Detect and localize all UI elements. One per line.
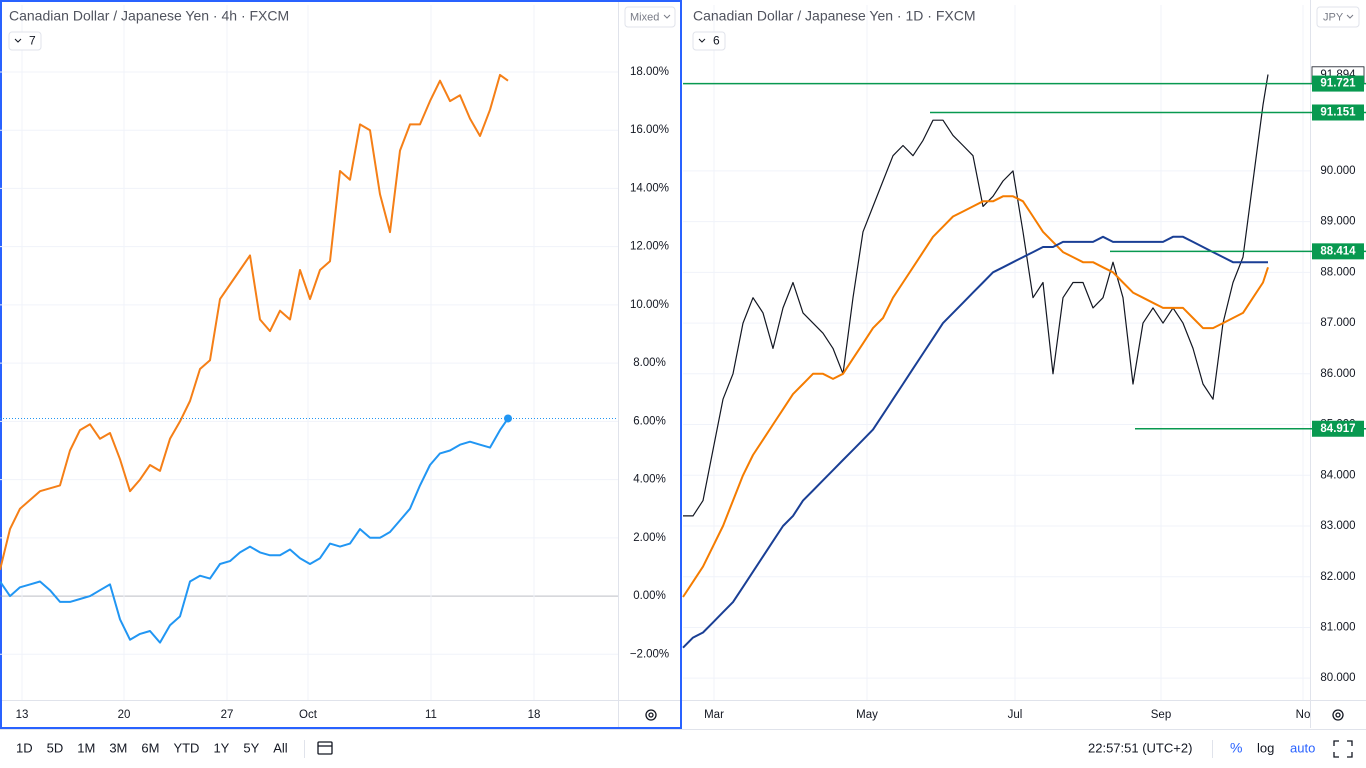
x-tick-label: 11 xyxy=(425,709,437,721)
x-tick-label: Mar xyxy=(704,709,724,721)
indicator-count: 7 xyxy=(29,34,36,48)
indicator-toggle[interactable] xyxy=(692,31,726,51)
level-label-box xyxy=(1312,104,1364,121)
x-tick-label: 20 xyxy=(118,709,131,721)
y-tick-label: 81.000 xyxy=(1320,621,1355,633)
x-tick-label: 13 xyxy=(16,709,29,721)
y-tick-label: 12.00% xyxy=(630,241,669,253)
y-tick-label: 0.00% xyxy=(633,590,666,602)
y-tick-label: 6.00% xyxy=(633,415,666,427)
range-button[interactable]: 1M xyxy=(77,740,95,755)
chevron-icon xyxy=(14,38,22,43)
auto-toggle[interactable]: auto xyxy=(1290,740,1315,755)
series-line xyxy=(682,195,1269,598)
y-tick-label: 84.000 xyxy=(1320,469,1355,481)
series-line xyxy=(683,74,1269,517)
y-tick-label: 14.00% xyxy=(630,182,669,194)
indicator-count: 6 xyxy=(713,34,720,48)
x-tick-label: No xyxy=(1296,709,1311,721)
y-tick-label: 18.00% xyxy=(630,66,669,78)
log-toggle[interactable]: log xyxy=(1257,740,1274,755)
y-tick-label: 16.00% xyxy=(630,124,669,136)
y-tick-label: −2.00% xyxy=(630,648,669,660)
y-tick-label: 80.000 xyxy=(1320,672,1355,684)
range-button[interactable]: 5Y xyxy=(243,740,259,755)
chart-title: Canadian Dollar / Japanese Yen · 4h · FX… xyxy=(9,8,289,24)
settings-icon[interactable] xyxy=(1332,709,1344,721)
range-button[interactable]: YTD xyxy=(173,740,199,755)
level-label: 84.917 xyxy=(1320,423,1355,435)
last-point-marker xyxy=(504,414,512,423)
range-button[interactable]: 1D xyxy=(16,740,33,755)
x-tick-label: Oct xyxy=(299,709,318,721)
active-pane-border xyxy=(0,0,682,729)
y-tick-label: 87.000 xyxy=(1320,317,1355,329)
range-button[interactable]: 5D xyxy=(47,740,64,755)
series-line xyxy=(682,235,1268,649)
indicator-toggle[interactable] xyxy=(8,31,42,51)
level-label: 91.721 xyxy=(1320,78,1356,90)
y-tick-label: 4.00% xyxy=(633,474,666,486)
x-tick-label: Jul xyxy=(1008,709,1023,721)
scale-mode: Mixed xyxy=(630,11,659,23)
x-tick-label: 27 xyxy=(221,709,234,721)
chevron-icon xyxy=(663,14,671,19)
chevron-icon xyxy=(698,38,706,43)
range-bar: 1D 5D 1M 3M 6M YTD 1Y 5Y All xyxy=(16,740,288,755)
settings-icon[interactable] xyxy=(645,709,657,721)
y-tick-label: 83.000 xyxy=(1320,520,1355,532)
scale-mode: JPY xyxy=(1323,11,1344,23)
y-tick-label: 90.000 xyxy=(1320,165,1355,177)
scale-mode-button[interactable] xyxy=(1316,6,1360,28)
y-tick-label: 2.00% xyxy=(633,532,666,544)
range-button[interactable]: All xyxy=(273,740,288,755)
clock: 22:57:51 (UTC+2) xyxy=(1088,740,1192,755)
level-label-box xyxy=(1312,243,1364,260)
range-button[interactable]: 3M xyxy=(109,740,127,755)
y-tick-label: 86.000 xyxy=(1320,368,1355,380)
x-tick-label: May xyxy=(856,709,878,721)
y-tick-label: 82.000 xyxy=(1320,571,1355,583)
level-label-box xyxy=(1312,420,1364,437)
percent-toggle[interactable]: % xyxy=(1230,740,1242,756)
charts: −2.00% 0.00% 2.00% 4.00% 6.00% 8.00% 10.00% 12.… xyxy=(0,5,1366,721)
series-line xyxy=(0,417,509,644)
level-label-box xyxy=(1312,75,1364,92)
range-button[interactable]: 6M xyxy=(141,740,159,755)
y-tick-label: 89.000 xyxy=(1320,216,1355,228)
level-label: 91.151 xyxy=(1320,107,1356,119)
chart-title: Canadian Dollar / Japanese Yen · 1D · FX… xyxy=(693,8,975,24)
x-tick-label: 18 xyxy=(528,709,541,721)
range-button[interactable]: 1Y xyxy=(213,740,229,755)
chevron-icon xyxy=(1346,14,1354,19)
x-tick-label: Sep xyxy=(1151,709,1171,721)
fullscreen-icon[interactable] xyxy=(1333,740,1353,758)
y-tick-label: 8.00% xyxy=(633,357,666,369)
y-tick-label: 10.00% xyxy=(630,299,669,311)
level-label: 88.414 xyxy=(1320,245,1356,257)
goto-date-icon[interactable] xyxy=(317,741,333,755)
y-tick-label: 88.000 xyxy=(1320,266,1355,278)
scale-mode-button[interactable] xyxy=(624,6,676,28)
series-line xyxy=(0,73,509,571)
